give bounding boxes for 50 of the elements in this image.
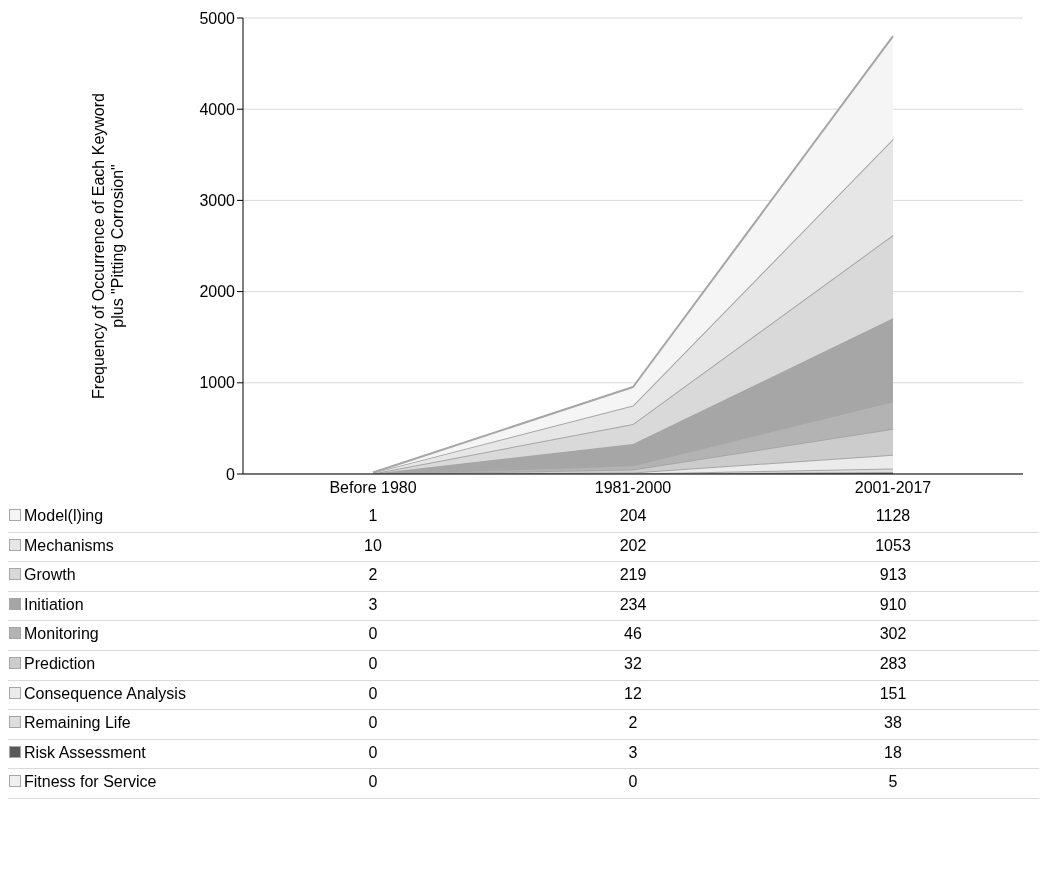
y-tick-label: 1000	[199, 374, 236, 392]
y-tick-label: 4000	[199, 100, 236, 118]
data-label: 18	[883, 743, 903, 762]
data-label: 1053	[874, 536, 912, 555]
data-label: 283	[878, 655, 908, 673]
data-label: 32	[623, 655, 643, 673]
data-label: 234	[618, 595, 648, 614]
data-label: 38	[883, 714, 903, 733]
data-label: 0	[367, 655, 379, 673]
data-label: 219	[618, 566, 648, 585]
legend-label: Mechanisms	[24, 536, 114, 555]
data-label: 1	[367, 507, 379, 525]
legend-label: Consequence Analysis	[24, 684, 186, 703]
data-label: 3	[627, 743, 639, 762]
data-label: 0	[367, 625, 379, 644]
y-tick-label: 3000	[199, 192, 236, 210]
data-label: 0	[367, 743, 379, 762]
data-label: 2	[367, 566, 379, 585]
data-label: 204	[618, 507, 648, 525]
data-label: 0	[367, 773, 379, 792]
x-tick-label: 2001-2017	[854, 479, 932, 497]
data-label: 0	[627, 773, 639, 792]
data-label: 151	[878, 684, 908, 703]
x-tick-label: Before 1980	[329, 479, 417, 497]
data-label: 10	[363, 536, 383, 555]
legend-label: Prediction	[24, 655, 96, 673]
data-label: 12	[623, 684, 643, 703]
data-label: 302	[878, 625, 908, 644]
data-label: 0	[367, 684, 379, 703]
data-label: 2	[627, 714, 639, 733]
y-tick-label: 0	[226, 465, 236, 483]
data-label: 46	[623, 625, 643, 644]
legend-label: Monitoring	[24, 625, 99, 644]
data-label: 913	[878, 566, 908, 585]
legend-label: Fitness for Service	[24, 773, 157, 792]
y-axis-title: Frequency of Occurrence of Each Keyword plus "Pitting Corrosion"	[89, 93, 126, 399]
data-label: 5	[887, 773, 899, 792]
x-tick-label: 1981-2000	[594, 479, 672, 497]
y-tick-label: 2000	[199, 283, 236, 301]
y-tick-label: 5000	[199, 9, 236, 27]
data-label: 0	[367, 714, 379, 733]
legend-label: Initiation	[24, 595, 84, 614]
data-label: 1128	[874, 507, 912, 525]
legend-label: Growth	[24, 566, 76, 585]
data-label: 3	[367, 595, 379, 614]
data-label: 202	[618, 536, 648, 555]
data-label: 910	[878, 595, 908, 614]
legend-label: Remaining Life	[24, 714, 131, 733]
legend-label: Risk Assessment	[24, 743, 146, 762]
legend-label: Model(l)ing	[24, 507, 104, 525]
